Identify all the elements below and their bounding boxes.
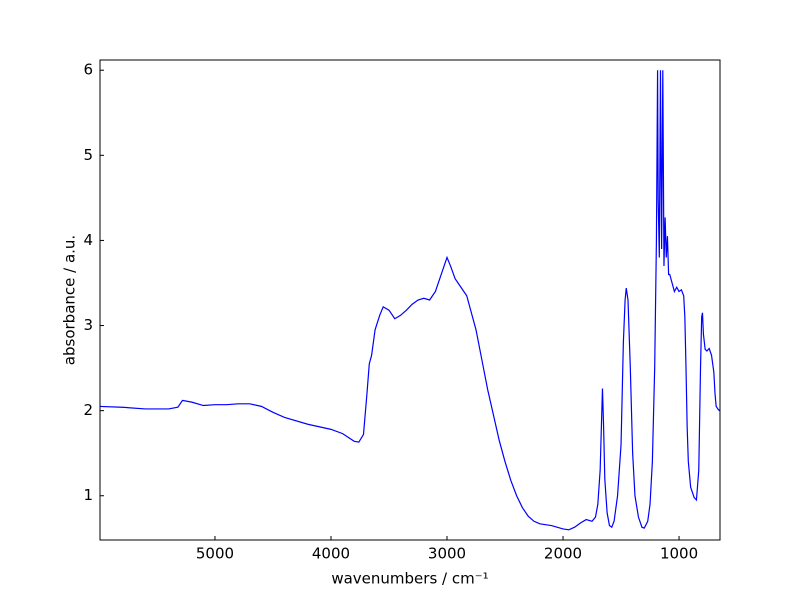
plot-frame — [99, 59, 721, 541]
spectrum-line — [100, 70, 720, 531]
y-axis-label: absorbance / a.u. — [61, 235, 79, 365]
x-tick-label: 2000 — [544, 545, 582, 563]
x-tick-label: 3000 — [428, 545, 466, 563]
y-tick-label: 3 — [83, 316, 93, 334]
x-tick-label: 1000 — [660, 545, 698, 563]
x-axis-label: wavenumbers / cm⁻¹ — [331, 570, 488, 588]
x-tick-label: 4000 — [312, 545, 350, 563]
y-tick-label: 5 — [83, 146, 93, 164]
y-tick-label: 6 — [83, 61, 93, 79]
y-tick-label: 2 — [83, 401, 93, 419]
y-tick-label: 1 — [83, 486, 93, 504]
x-tick-label: 5000 — [196, 545, 234, 563]
y-tick-label: 4 — [83, 231, 93, 249]
